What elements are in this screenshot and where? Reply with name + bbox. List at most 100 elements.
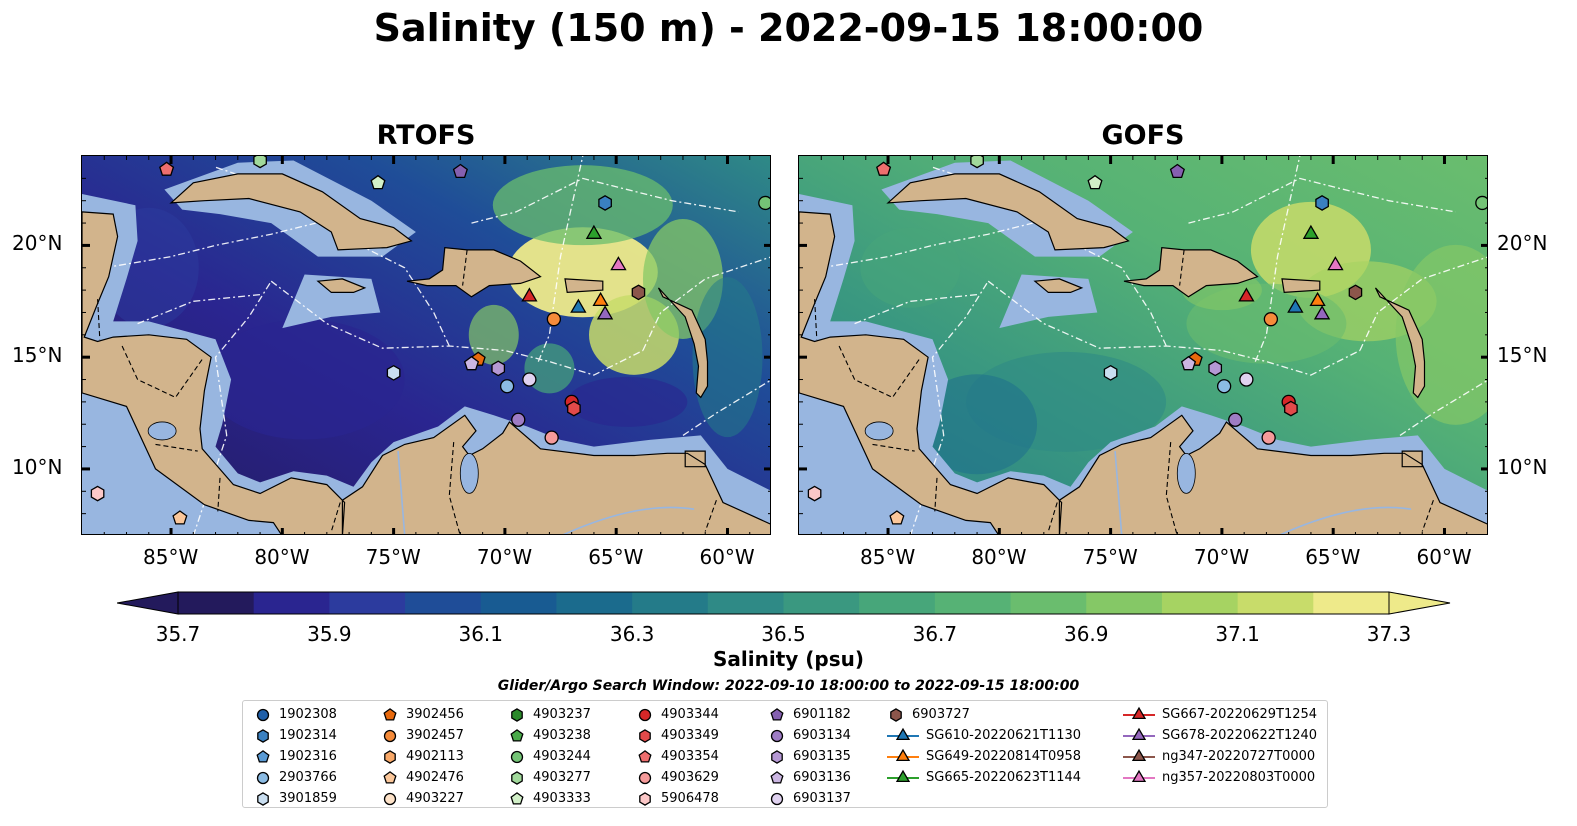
colorbar-segment xyxy=(1237,592,1314,614)
observation-marker xyxy=(253,156,267,169)
legend-item: 3902456 xyxy=(380,704,464,724)
colorbar-segment xyxy=(1313,592,1390,614)
colorbar-tick-label: 36.5 xyxy=(761,622,806,646)
longitude-label: 70°W xyxy=(476,545,533,569)
colorbar-segment xyxy=(1086,592,1163,614)
legend-item: 6903135 xyxy=(767,746,851,766)
legend-marker xyxy=(510,792,524,805)
rtofs-salinity-map[interactable] xyxy=(81,155,771,535)
observation-marker xyxy=(491,360,506,377)
legend-marker xyxy=(890,708,902,722)
legend-label: 6901182 xyxy=(793,706,851,722)
legend-item: 3901859 xyxy=(253,788,337,808)
observation-marker xyxy=(570,298,587,313)
colorbar-title: Salinity (psu) xyxy=(712,647,864,671)
legend-marker xyxy=(895,727,911,741)
legend-label: 1902314 xyxy=(279,727,337,743)
legend-item: 3902457 xyxy=(380,725,464,745)
legend-marker-icon xyxy=(1123,748,1155,762)
longitude-label: 60°W xyxy=(699,545,755,569)
eez-boundaries xyxy=(104,156,770,534)
observation-marker xyxy=(1327,256,1344,271)
legend-marker-icon xyxy=(383,792,397,806)
colorbar-segment xyxy=(253,592,330,614)
observation-marker xyxy=(1313,305,1331,320)
legend-label: 4903237 xyxy=(533,706,591,722)
legend-marker-icon xyxy=(1123,727,1155,741)
rivers xyxy=(1114,450,1412,534)
observation-marker xyxy=(807,485,822,502)
legend-item: 6903134 xyxy=(767,725,851,745)
legend-marker-icon xyxy=(511,771,523,785)
gofs-map-canvas xyxy=(799,156,1487,534)
legend-marker xyxy=(638,771,652,785)
colorbar-tick-label: 35.9 xyxy=(307,622,352,646)
colorbar-tick-label: 37.1 xyxy=(1215,622,1260,646)
legend-label: 4903344 xyxy=(661,706,719,722)
observation-marker xyxy=(172,510,188,525)
observation-marker xyxy=(592,291,609,307)
legend-label: SG678-20220622T1240 xyxy=(1162,727,1318,743)
salinity-feature xyxy=(507,227,658,318)
gofs-salinity-map[interactable] xyxy=(798,155,1488,535)
legend-marker-icon xyxy=(639,792,651,806)
observation-marker xyxy=(1302,224,1320,239)
colorbar-tick-label: 36.1 xyxy=(458,622,504,646)
observation-marker xyxy=(499,379,515,394)
panel-title-rtofs: RTOFS xyxy=(376,120,476,151)
observation-marker xyxy=(1309,291,1326,307)
observation-marker xyxy=(876,161,892,176)
observation-marker xyxy=(521,287,538,302)
lake-nicaragua xyxy=(147,421,177,441)
legend-item: 4903333 xyxy=(507,788,591,808)
country-borders xyxy=(814,249,1434,534)
colorbar-tick-label: 37.3 xyxy=(1366,622,1412,646)
salinity-feature xyxy=(860,227,961,308)
legend-item: 1902314 xyxy=(253,725,337,745)
legend-marker-icon xyxy=(256,750,270,763)
legend-item: SG665-20220623T1144 xyxy=(886,767,1081,787)
legend-item: 4902113 xyxy=(380,746,464,766)
legend-item: 4903629 xyxy=(635,767,719,787)
legend-marker-icon xyxy=(638,708,652,722)
colorbar-tick-label: 35.7 xyxy=(155,622,201,646)
legend-marker-icon xyxy=(257,729,269,743)
longitude-label: 60°W xyxy=(1416,545,1472,569)
observation-marker xyxy=(1284,400,1298,417)
legend-marker-icon xyxy=(887,748,919,762)
colorbar-segment xyxy=(1010,592,1087,614)
country-borders xyxy=(97,249,717,534)
legend-label: 4903277 xyxy=(533,769,591,785)
salinity-feature xyxy=(692,277,763,438)
legend-marker xyxy=(895,748,911,762)
longitude-label: 75°W xyxy=(1082,545,1138,569)
salinity-feature xyxy=(492,165,673,246)
legend-marker-icon xyxy=(770,708,784,721)
longitude-label: 85°W xyxy=(860,545,916,569)
legend-marker xyxy=(770,729,784,743)
legend-marker-icon xyxy=(383,729,397,743)
legend-marker-icon xyxy=(890,708,902,722)
legend-label: 4903244 xyxy=(533,748,591,764)
legend-marker xyxy=(1131,748,1147,762)
colorbar-frame xyxy=(177,591,1390,615)
legend-marker-icon xyxy=(511,708,523,722)
legend-label: ng347-20220727T0000 xyxy=(1162,748,1316,764)
salinity-feature xyxy=(567,376,688,427)
colorbar-segment xyxy=(783,592,860,614)
legend-marker xyxy=(256,771,270,785)
colorbar-segment xyxy=(405,592,482,614)
observation-marker xyxy=(598,195,612,211)
search-window-caption: Glider/Argo Search Window: 2022-09-10 18… xyxy=(497,678,1080,694)
legend-marker xyxy=(383,771,397,784)
legend-label: 3901859 xyxy=(279,790,337,806)
legend-item: SG678-20220622T1240 xyxy=(1122,725,1317,745)
observation-marker xyxy=(159,161,175,176)
latitude-label: 10°N xyxy=(12,454,63,479)
colorbar-tick-label: 36.9 xyxy=(1063,622,1109,646)
legend-marker xyxy=(256,708,270,722)
colorbar-extend-low xyxy=(117,591,179,615)
legend-marker xyxy=(771,750,783,764)
legend-item: 4903354 xyxy=(635,746,719,766)
legend-label: 4903354 xyxy=(661,748,719,764)
